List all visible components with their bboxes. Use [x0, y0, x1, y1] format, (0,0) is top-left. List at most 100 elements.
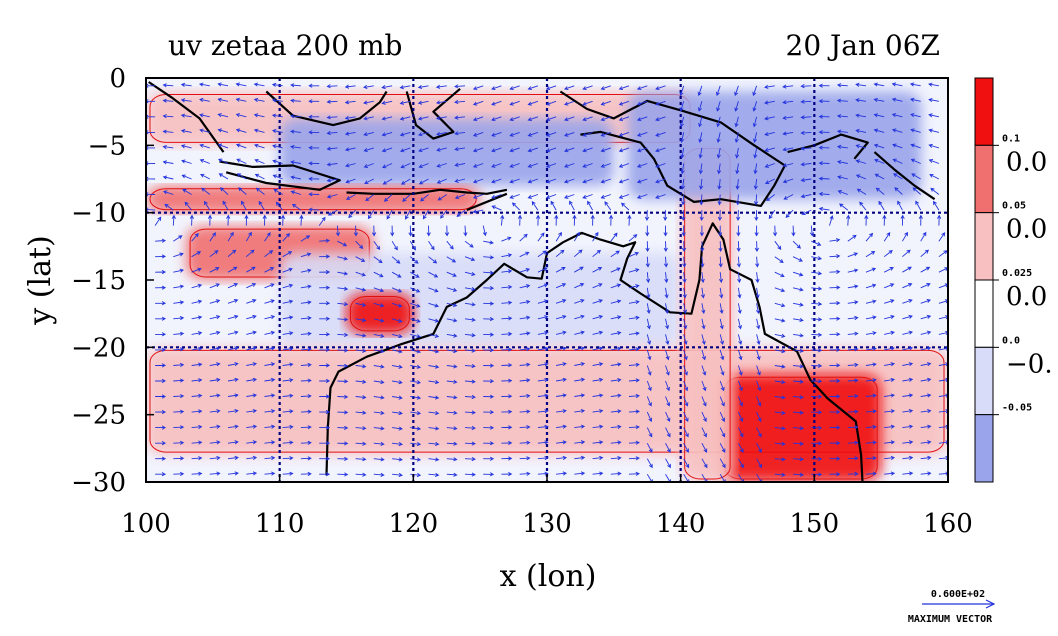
wind-vector [246, 393, 258, 398]
wind-vector [847, 471, 859, 476]
wind-vector [155, 332, 167, 337]
wind-vector [592, 393, 604, 398]
wind-vector [391, 333, 403, 339]
vector-key-value: 0.600E+02 [931, 589, 985, 600]
wind-vector [836, 98, 848, 103]
wind-vector [244, 214, 249, 226]
wind-vector [564, 85, 575, 91]
wind-vector [483, 317, 495, 322]
wind-vector [865, 471, 877, 476]
wind-vector [793, 379, 804, 384]
wind-vector [573, 231, 580, 242]
wind-vector [920, 455, 932, 460]
wind-vector [173, 331, 185, 336]
wind-vector [501, 425, 513, 430]
wind-vector [865, 456, 877, 461]
wind-vector [928, 128, 940, 133]
wind-vector [227, 231, 234, 242]
wind-vector [737, 427, 744, 438]
colorbar-segment [974, 346, 994, 416]
wind-vector [847, 440, 859, 445]
wind-vector [337, 348, 349, 353]
wind-vector [410, 395, 422, 400]
wind-vector [928, 97, 939, 103]
wind-vector [574, 298, 585, 304]
wind-vector [308, 207, 320, 212]
wind-vector [717, 194, 722, 206]
wind-vector [738, 458, 744, 469]
wind-vector [587, 200, 593, 211]
wind-vector [618, 100, 630, 106]
wind-vector [391, 240, 398, 251]
wind-vector [764, 84, 775, 89]
wind-vector [355, 318, 367, 323]
wind-vector [793, 333, 804, 338]
wind-vector [555, 249, 565, 258]
wind-vector [191, 471, 203, 476]
wind-vector [884, 409, 896, 414]
wind-vector [736, 210, 741, 222]
wind-vector [373, 256, 383, 264]
y-tick-label: −20 [71, 333, 126, 363]
wind-vector [920, 393, 932, 398]
wind-vector [719, 458, 726, 469]
wind-vector [428, 426, 440, 431]
wind-vector [392, 457, 403, 462]
wind-vector [373, 410, 385, 416]
wind-vector [683, 318, 688, 330]
wind-vector [610, 315, 622, 320]
wind-vector [209, 440, 221, 445]
wind-vector [472, 178, 484, 184]
wind-vector [173, 394, 185, 399]
wind-vector [736, 225, 741, 237]
wind-vector [363, 116, 374, 121]
wind-vector [464, 425, 476, 431]
wind-vector [509, 147, 520, 153]
wind-vector [756, 349, 761, 361]
wind-vector [537, 377, 549, 383]
wind-vector [574, 424, 586, 429]
wind-vector [308, 83, 320, 88]
wind-vector [636, 163, 648, 168]
wind-vector [337, 317, 349, 322]
wind-vector [884, 377, 896, 382]
wind-vector [464, 271, 476, 277]
wind-vector [755, 256, 760, 268]
wind-vector [464, 364, 476, 369]
wind-vector [536, 214, 541, 226]
wind-vector [390, 225, 395, 237]
wind-vector [719, 287, 724, 299]
wind-vector [428, 333, 440, 339]
wind-vector [645, 225, 650, 237]
wind-vector [701, 365, 707, 376]
colorbar-overlap-label: 0.0 [1006, 282, 1047, 312]
wind-vector [664, 272, 669, 284]
wind-vector [665, 334, 670, 346]
wind-vector [200, 173, 211, 180]
wind-vector [628, 471, 640, 476]
wind-vector [847, 362, 859, 367]
wind-vector [628, 251, 640, 258]
wind-vector [800, 178, 812, 183]
wind-vector [930, 187, 940, 195]
wind-vector [679, 101, 685, 112]
wind-vector [829, 269, 841, 274]
wind-vector [884, 362, 896, 367]
wind-vector [556, 471, 568, 476]
wind-vector [527, 178, 539, 184]
wind-vector [847, 378, 859, 383]
wind-vector [162, 129, 174, 134]
wind-vector [155, 378, 167, 383]
wind-vector [501, 440, 513, 445]
wind-vector [920, 314, 932, 320]
wind-vector [355, 348, 367, 353]
wind-vector [454, 84, 466, 89]
wind-vector [679, 85, 685, 97]
wind-vector [337, 256, 349, 261]
wind-vector [241, 200, 247, 211]
wind-vector [400, 163, 411, 169]
wind-vector [164, 203, 174, 211]
wind-vector [698, 132, 703, 144]
wind-vector [564, 131, 575, 137]
